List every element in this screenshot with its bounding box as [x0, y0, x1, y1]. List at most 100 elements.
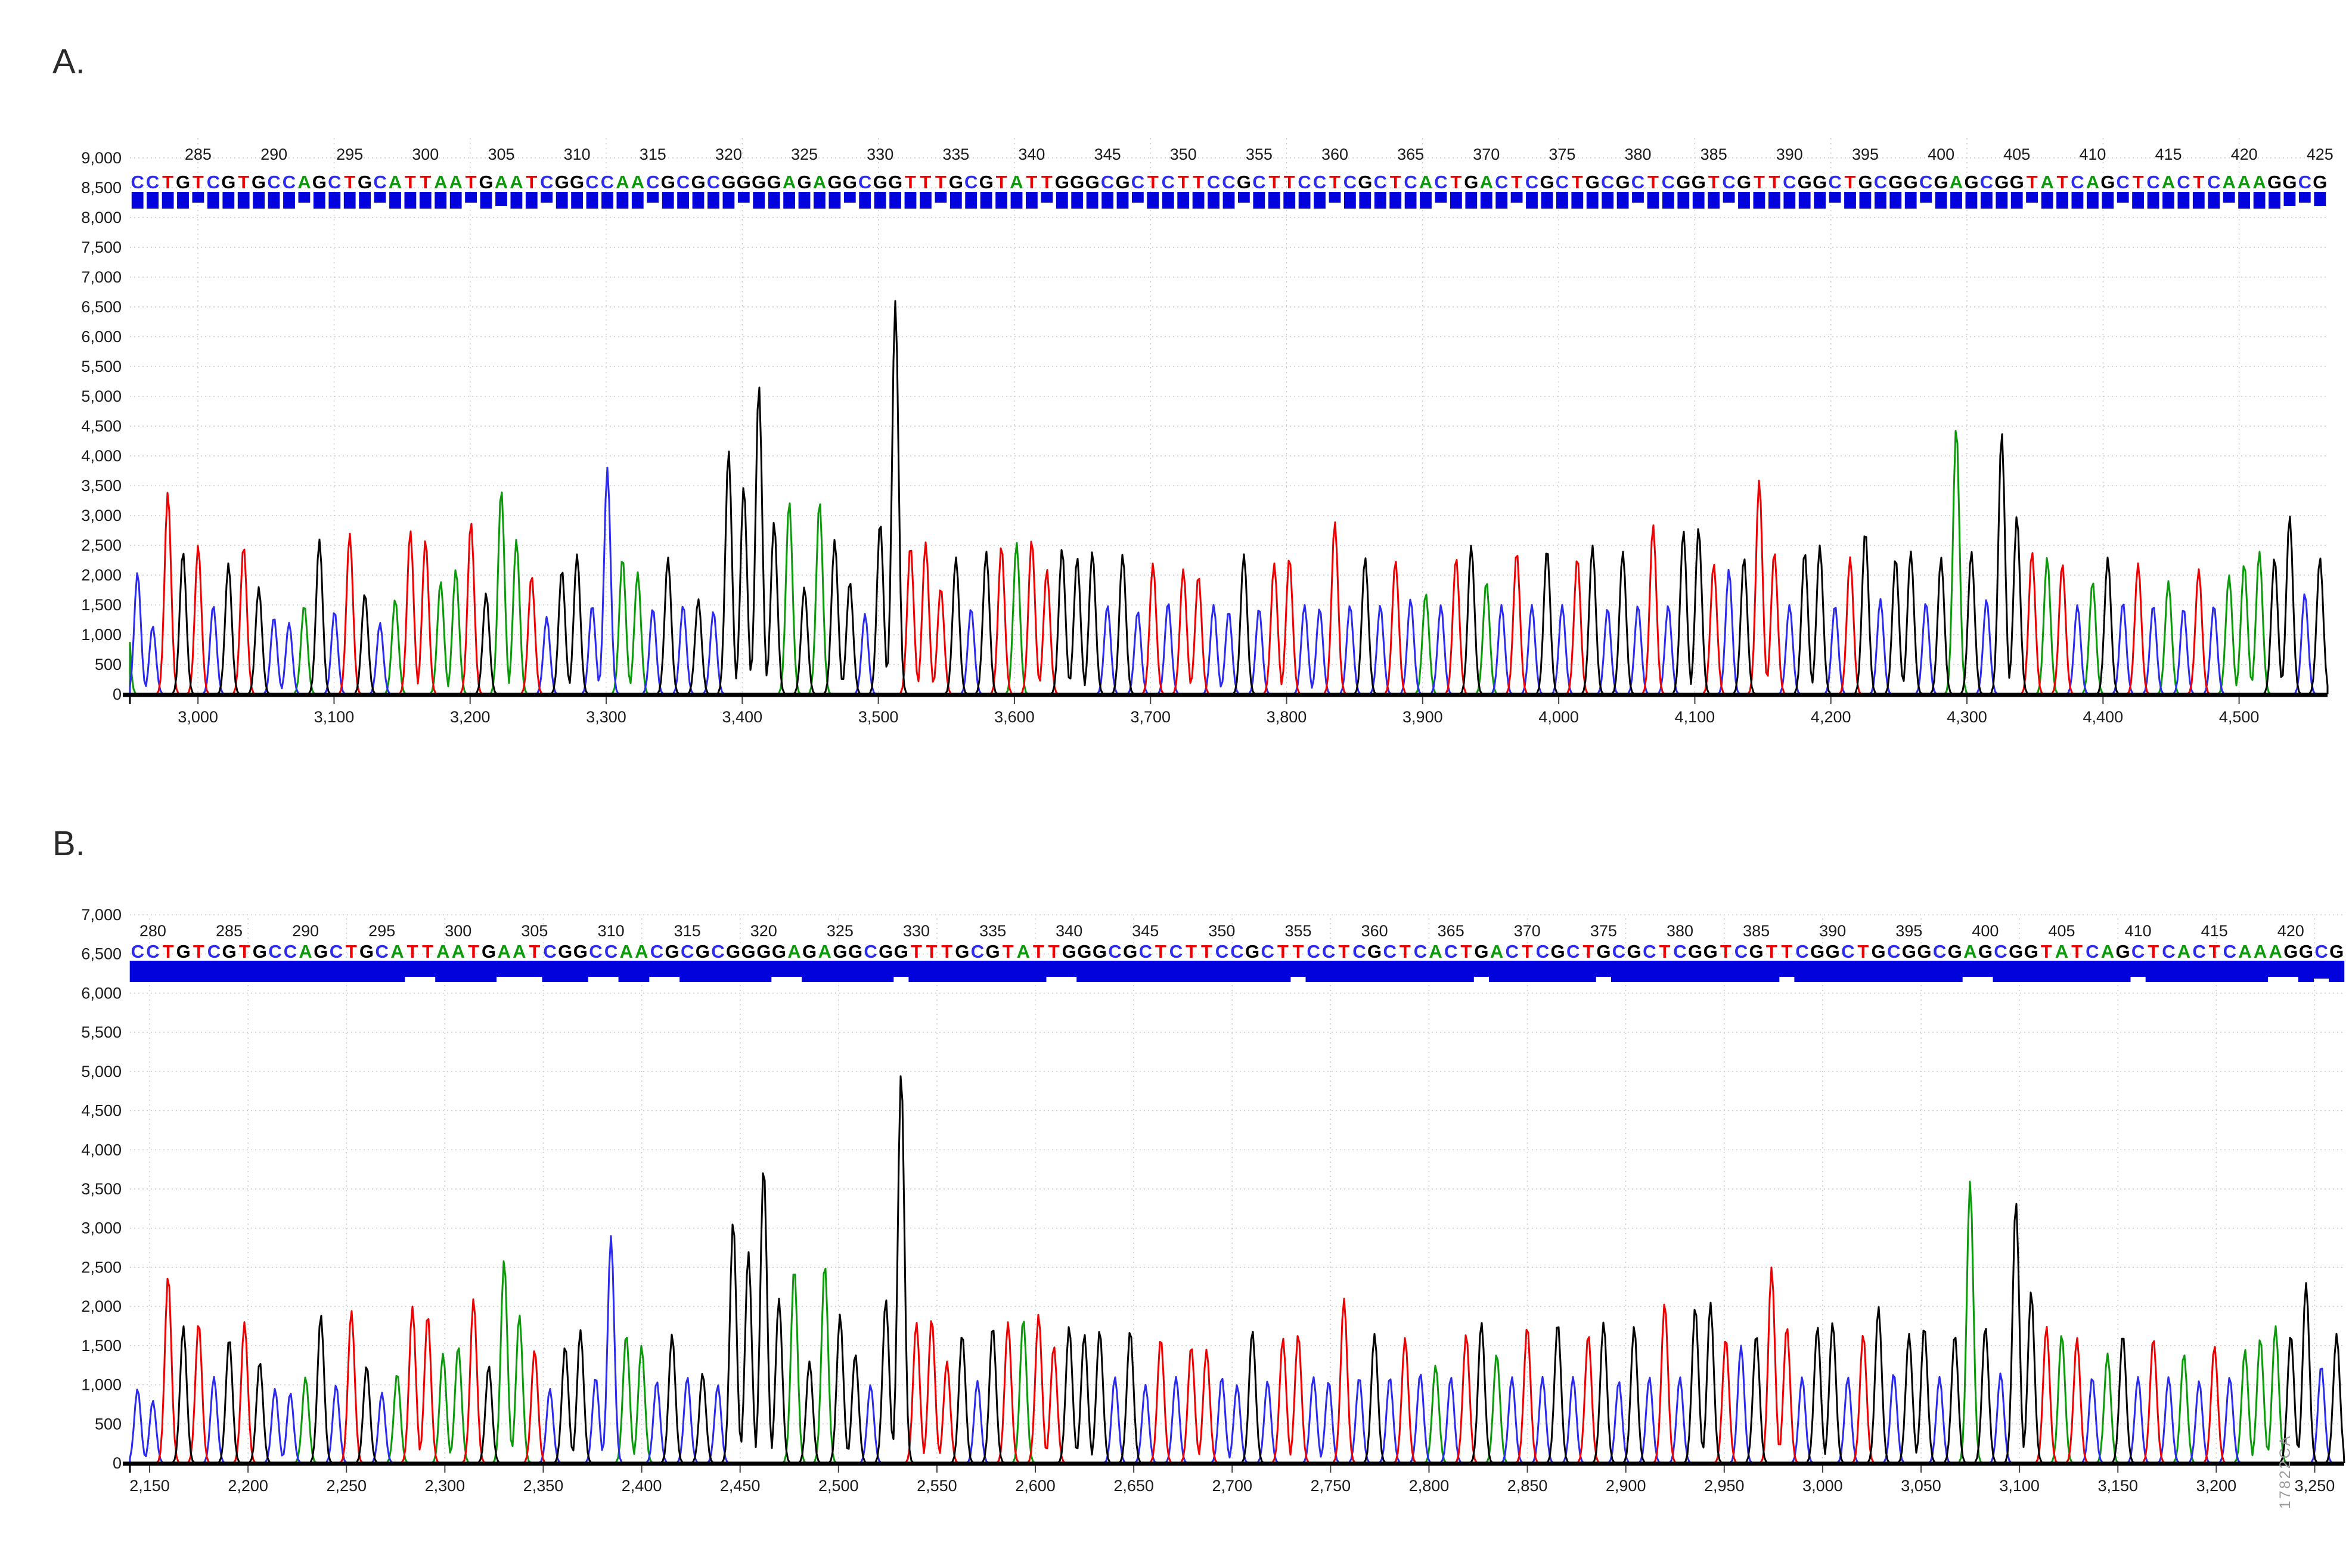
base-letter: T: [238, 172, 249, 192]
base-letter: T: [1284, 172, 1295, 192]
base-letter: A: [436, 941, 449, 962]
y-tick-label: 6,000: [81, 984, 122, 1002]
base-letter: G: [1902, 941, 1916, 962]
base-letter: G: [1994, 172, 2009, 192]
base-letter: G: [1062, 941, 1076, 962]
x-tick-label: 4,200: [1811, 708, 1851, 726]
quality-bar: [1031, 961, 1047, 982]
quality-bar: [694, 961, 710, 982]
quality-bar: [160, 961, 176, 982]
base-letter: G: [2329, 941, 2344, 962]
base-letter: A: [787, 941, 800, 962]
quality-bar: [1473, 961, 1490, 977]
quality-bar: [1571, 192, 1584, 209]
base-letter: A: [495, 172, 508, 192]
quality-bar: [435, 192, 447, 209]
quality-bar: [1214, 961, 1230, 982]
x-tick-label: 2,300: [425, 1477, 466, 1495]
quality-bar: [1723, 192, 1735, 203]
base-letter: C: [1108, 941, 1121, 962]
quality-bar: [2010, 192, 2023, 209]
quality-bar: [1162, 192, 1174, 209]
quality-bar: [1580, 961, 1596, 982]
quality-bar: [1901, 961, 1917, 982]
quality-bar: [1611, 961, 1627, 982]
position-number: 360: [1321, 145, 1348, 163]
x-tick-label: 3,000: [1802, 1477, 1843, 1495]
quality-bar: [1855, 961, 1871, 982]
position-number: 335: [979, 922, 1006, 940]
base-letter: T: [239, 941, 250, 962]
base-letter: T: [1857, 941, 1869, 962]
quality-bar: [175, 961, 191, 982]
y-tick-label: 6,500: [81, 298, 122, 316]
quality-bar: [389, 192, 401, 209]
base-letter: C: [585, 172, 598, 192]
base-letter: C: [2146, 172, 2159, 192]
quality-bar: [756, 961, 772, 982]
x-tick-label: 3,800: [1267, 708, 1307, 726]
base-letter: C: [1322, 941, 1335, 962]
quality-bar: [359, 192, 371, 209]
quality-bar: [1824, 961, 1841, 982]
base-letter: C: [1841, 941, 1854, 962]
quality-bar: [450, 961, 466, 982]
quality-bar: [2269, 192, 2280, 209]
base-letter: A: [390, 941, 404, 962]
quality-bar: [1458, 961, 1474, 982]
quality-bar: [511, 961, 527, 977]
base-letter: G: [359, 941, 374, 962]
base-letter: G: [253, 941, 267, 962]
quality-bar: [753, 192, 765, 209]
base-letter: T: [996, 172, 1007, 192]
quality-bar: [328, 192, 341, 209]
quality-bar: [1015, 961, 1031, 982]
y-tick-label: 1,500: [81, 1337, 122, 1355]
position-number: 280: [139, 922, 166, 940]
quality-bar: [2087, 192, 2099, 209]
base-letter: G: [661, 172, 675, 192]
position-number: 360: [1361, 922, 1388, 940]
base-letter: C: [376, 941, 389, 962]
position-number: 420: [2231, 145, 2258, 163]
quality-bar: [725, 961, 741, 982]
position-number: 300: [445, 922, 471, 940]
quality-bar: [935, 192, 947, 203]
base-letter: G: [1115, 172, 1129, 192]
position-number: 400: [1928, 145, 1954, 163]
y-tick-label: 5,500: [81, 1023, 122, 1041]
base-letter: T: [466, 172, 477, 192]
position-number: 315: [674, 922, 701, 940]
position-number: 285: [216, 922, 243, 940]
quality-bar: [783, 192, 795, 209]
base-letter: A: [1017, 941, 1030, 962]
base-letter: G: [879, 941, 893, 962]
quality-bar: [2102, 192, 2114, 209]
base-letter: C: [589, 941, 602, 962]
quality-bar: [1359, 192, 1371, 209]
base-letter: C: [1919, 172, 1932, 192]
base-letter: G: [1810, 941, 1824, 962]
quality-bar: [2314, 192, 2326, 206]
quality-bar: [2191, 961, 2207, 982]
base-letter: T: [526, 172, 537, 192]
base-letter: C: [2162, 941, 2175, 962]
quality-bar: [814, 192, 826, 209]
base-letter: G: [176, 941, 191, 962]
quality-bar: [525, 192, 538, 209]
base-letter: T: [2057, 172, 2068, 192]
grid-B: [130, 914, 2344, 1463]
quality-bar: [2008, 961, 2024, 982]
base-letter: C: [131, 172, 144, 192]
base-letter: T: [1845, 172, 1856, 192]
x-tick-label: 2,850: [1507, 1477, 1548, 1495]
base-letter: T: [1155, 941, 1166, 962]
base-letter: C: [1887, 941, 1900, 962]
base-letter: C: [1383, 941, 1397, 962]
base-letter: G: [1367, 941, 1382, 962]
base-letter: C: [1506, 941, 1519, 962]
quality-bar: [708, 192, 719, 209]
position-number: 335: [942, 145, 969, 163]
quality-bar: [924, 961, 940, 982]
base-letter: T: [193, 172, 204, 192]
